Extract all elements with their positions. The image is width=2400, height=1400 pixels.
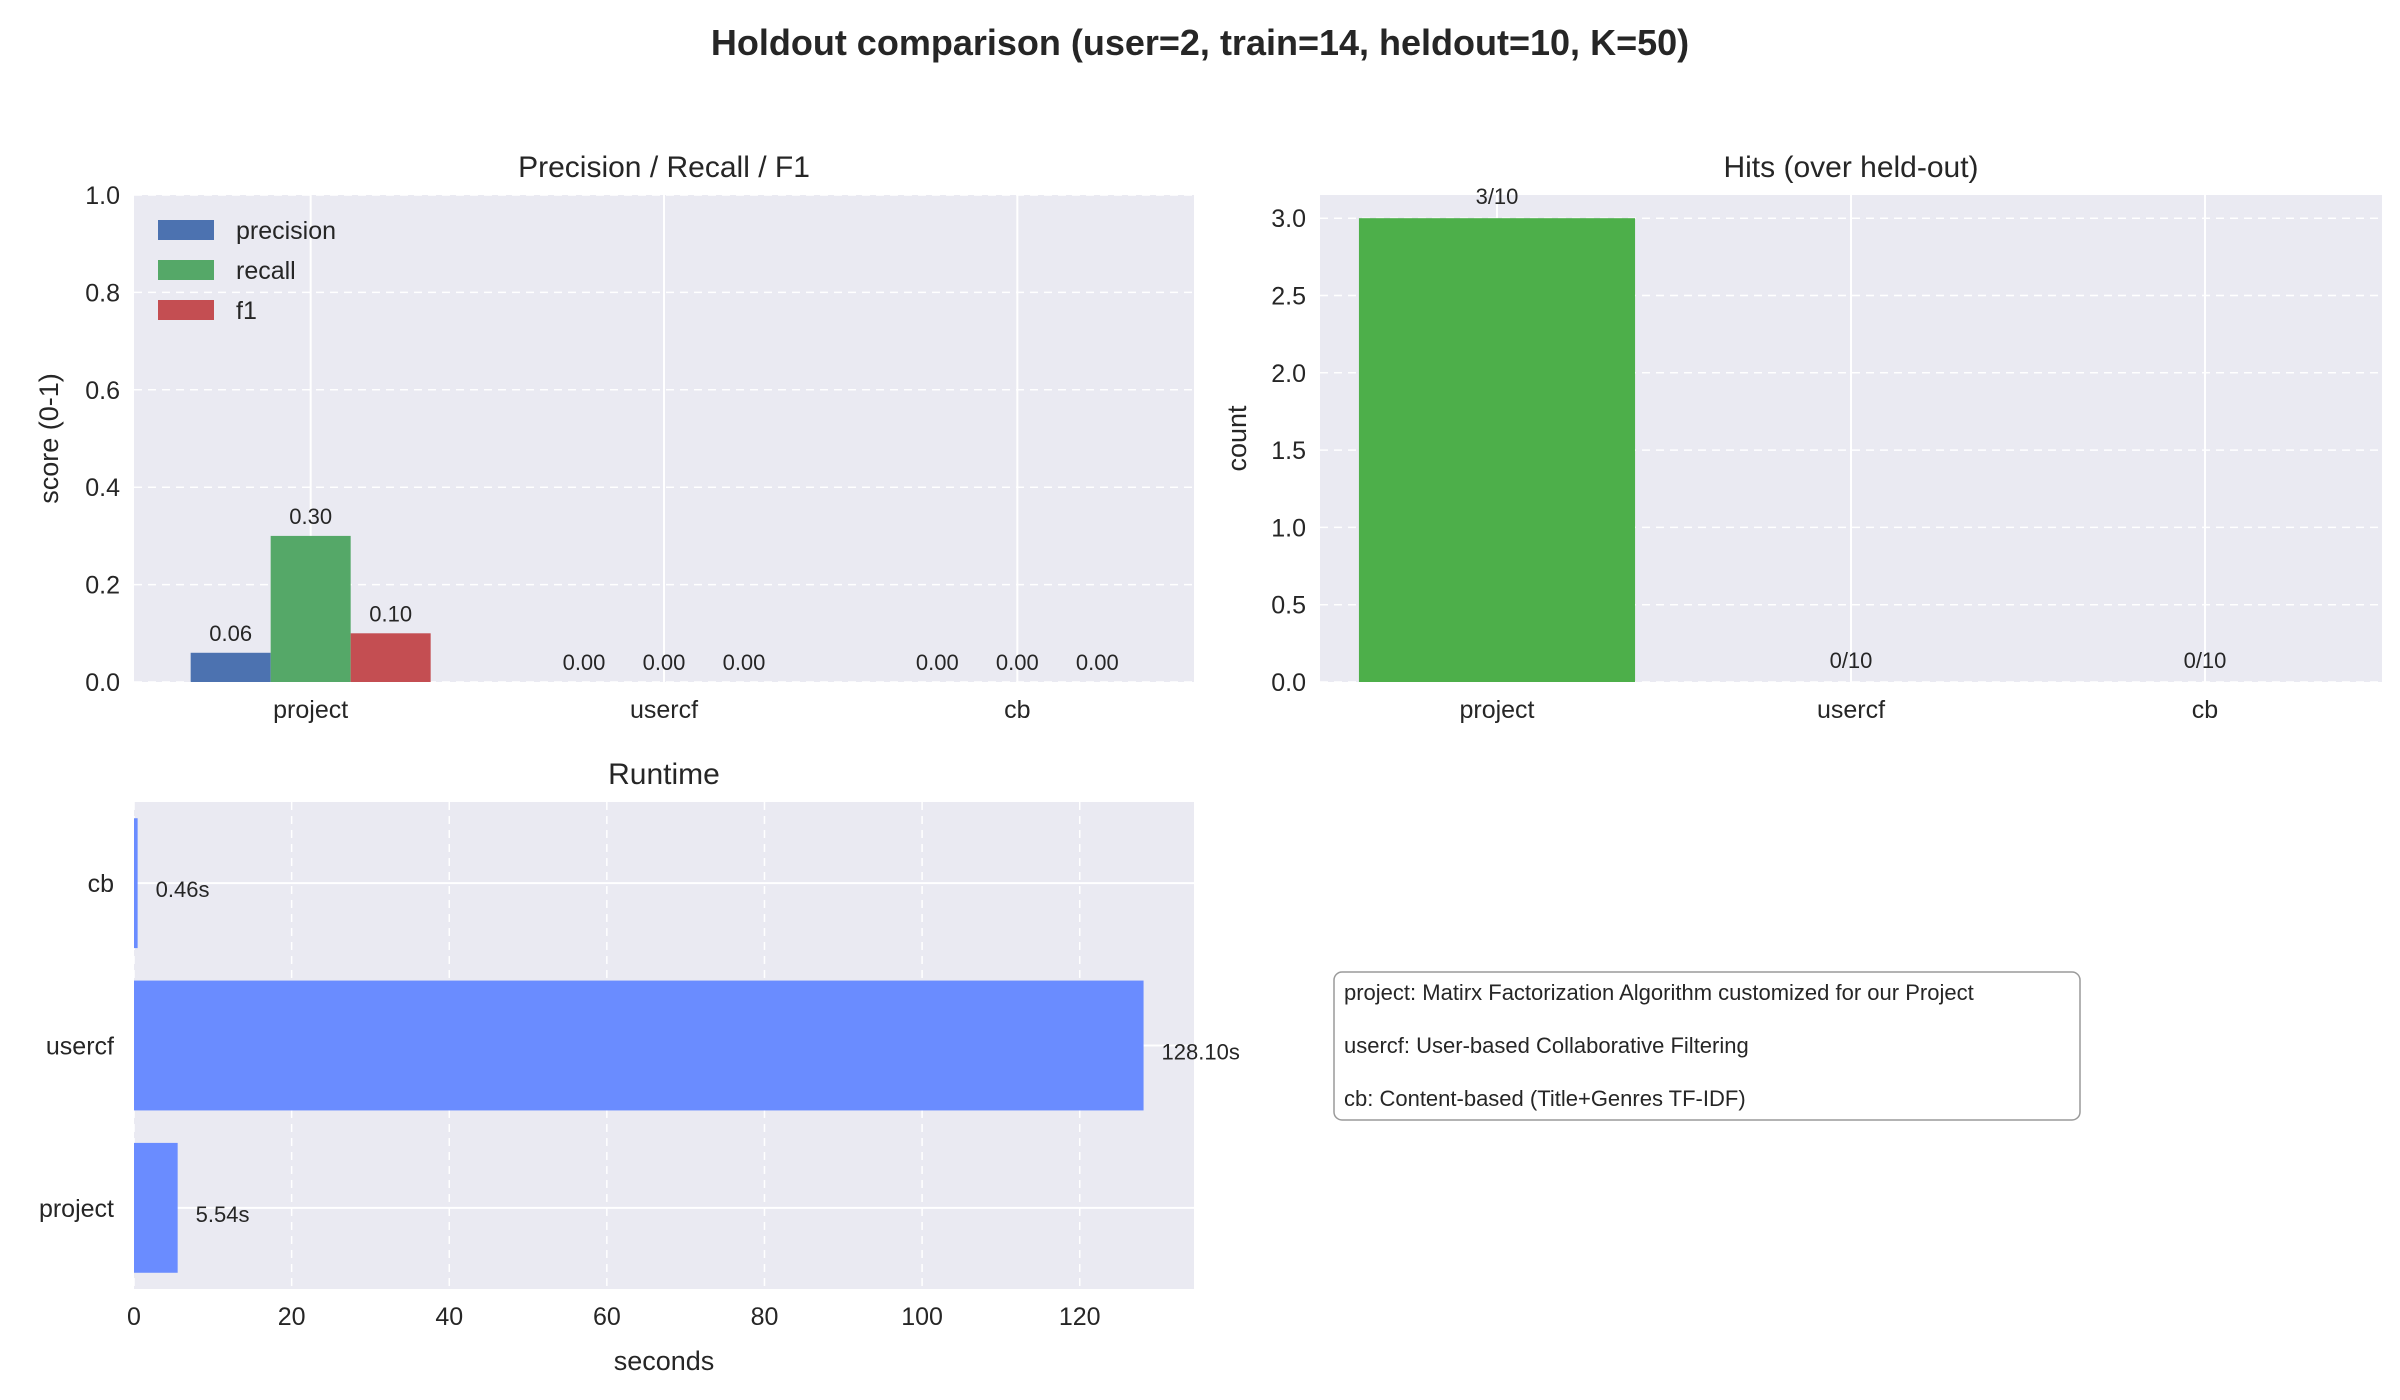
prf-xtick-label: project (273, 696, 348, 724)
runtime-ytick-label: cb (88, 870, 114, 898)
prf-data-label: 0.00 (563, 650, 606, 675)
prf-ytick-label: 1.0 (85, 182, 120, 210)
legend-label-recall: recall (236, 257, 296, 285)
note-project: project: Matirx Factorization Algorithm … (1344, 980, 1974, 1005)
hits-data-label: 0/10 (1830, 648, 1873, 673)
legend-swatch-recall (158, 260, 214, 280)
legend-swatch-precision (158, 220, 214, 240)
figure-title: Holdout comparison (user=2, train=14, he… (711, 22, 1689, 63)
legend-swatch-f1 (158, 300, 214, 320)
hits-ytick-label: 1.5 (1271, 437, 1306, 465)
notes-box: project: Matirx Factorization Algorithm … (1333, 971, 2081, 1121)
prf-data-label: 0.06 (209, 621, 252, 646)
hits-ylabel: count (1222, 405, 1252, 472)
runtime-bar-project (134, 1142, 178, 1273)
notes-box-frame (1333, 971, 2081, 1121)
prf-data-label: 0.10 (369, 601, 412, 626)
runtime-xtick-label: 0 (127, 1303, 141, 1331)
runtime-data-label: 128.10s (1162, 1040, 1240, 1065)
hits-xtick-label: cb (2192, 696, 2218, 724)
prf-ytick-label: 0.8 (85, 279, 120, 307)
prf-data-label: 0.30 (289, 504, 332, 529)
runtime-xlabel: seconds (614, 1346, 715, 1376)
hits-bar-project (1358, 218, 1636, 682)
hits-data-label: 0/10 (2184, 648, 2227, 673)
runtime-ytick-label: project (39, 1195, 114, 1223)
runtime-ytick-label: usercf (46, 1033, 114, 1061)
runtime-title: Runtime (608, 758, 720, 791)
runtime-xtick-label: 120 (1059, 1303, 1101, 1331)
prf-data-label: 0.00 (1076, 650, 1119, 675)
runtime-xtick-label: 40 (435, 1303, 463, 1331)
hits-ytick-label: 3.0 (1271, 205, 1306, 233)
legend-label-precision: precision (236, 217, 336, 245)
prf-data-label: 0.00 (723, 650, 766, 675)
note-usercf: usercf: User-based Collaborative Filteri… (1344, 1033, 1749, 1058)
prf-xtick-label: usercf (630, 696, 698, 724)
runtime-data-label: 5.54s (196, 1202, 250, 1227)
hits-ytick-label: 2.5 (1271, 282, 1306, 310)
hits-chart: 0.0 0.5 1.0 1.5 2.0 2.5 3.0 project usercf cb 3/10… (1222, 151, 2382, 724)
prf-ylabel: score (0-1) (34, 373, 64, 504)
prf-data-label: 0.00 (996, 650, 1039, 675)
prf-data-label: 0.00 (916, 650, 959, 675)
note-cb: cb: Content-based (Title+Genres TF-IDF) (1344, 1086, 1746, 1111)
hits-xtick-label: usercf (1817, 696, 1885, 724)
precision-recall-f1-chart: 0.0 0.2 0.4 0.6 0.8 1.0 project usercf cb 0.06 0.0… (34, 151, 1194, 724)
legend-label-f1: f1 (236, 297, 257, 325)
hits-ytick-label: 1.0 (1271, 514, 1306, 542)
hits-ytick-label: 0.5 (1271, 592, 1306, 620)
prf-bar-f1 (350, 633, 431, 682)
hits-title: Hits (over held-out) (1723, 151, 1978, 184)
hits-ytick-label: 2.0 (1271, 360, 1306, 388)
prf-ytick-label: 0.2 (85, 572, 120, 600)
prf-ytick-label: 0.0 (85, 669, 120, 697)
runtime-xtick-label: 60 (593, 1303, 621, 1331)
prf-title: Precision / Recall / F1 (518, 151, 810, 184)
prf-ytick-label: 0.6 (85, 377, 120, 405)
runtime-xtick-label: 80 (751, 1303, 779, 1331)
hits-xtick-label: project (1459, 696, 1534, 724)
runtime-data-label: 0.46s (156, 877, 210, 902)
runtime-xtick-label: 100 (901, 1303, 943, 1331)
prf-bar-precision (190, 652, 271, 682)
runtime-bar-usercf (134, 980, 1144, 1111)
hits-data-label: 3/10 (1476, 184, 1519, 209)
runtime-chart: 0 20 40 60 80 100 120 project usercf cb 5.54s 128.1… (39, 758, 1240, 1376)
runtime-bar-cb (134, 818, 138, 949)
prf-xtick-label: cb (1004, 696, 1030, 724)
hits-ytick-label: 0.0 (1271, 669, 1306, 697)
prf-ytick-label: 0.4 (85, 474, 120, 502)
prf-bar-recall (270, 535, 351, 682)
runtime-xtick-label: 20 (278, 1303, 306, 1331)
prf-data-label: 0.00 (643, 650, 686, 675)
